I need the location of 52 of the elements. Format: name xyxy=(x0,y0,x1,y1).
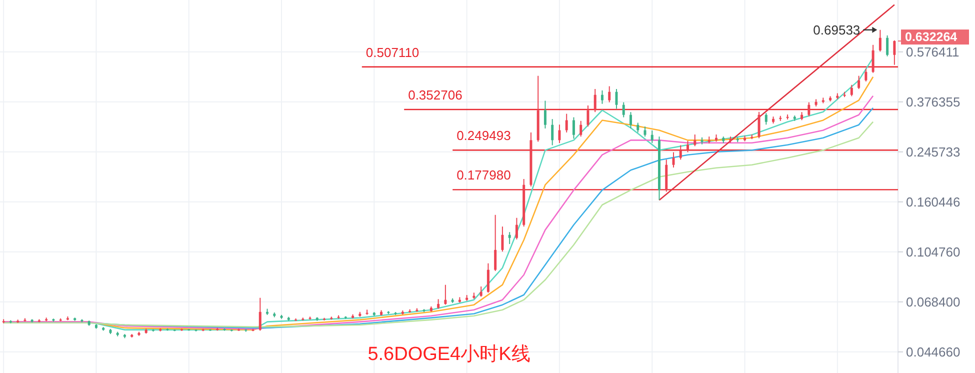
candlestick xyxy=(480,286,482,298)
candlestick xyxy=(636,122,640,133)
candlestick xyxy=(622,102,625,118)
candlestick xyxy=(508,232,511,245)
y-tick-label: 0.245733 xyxy=(906,144,960,160)
candlestick xyxy=(694,134,696,147)
candlestick xyxy=(629,112,632,129)
candlestick xyxy=(486,262,490,294)
candlestick xyxy=(565,113,568,133)
candlestick xyxy=(872,44,874,74)
candlestick xyxy=(893,40,896,66)
candlestick xyxy=(758,111,760,139)
candlestick xyxy=(886,34,889,57)
candlestick xyxy=(444,284,447,306)
candlestick xyxy=(494,214,497,272)
candlestick xyxy=(686,140,689,153)
candlestick xyxy=(580,120,582,138)
y-tick-label: 0.160446 xyxy=(906,194,960,210)
candlestick xyxy=(615,88,618,110)
candlestick xyxy=(437,298,440,310)
annotation: 0.69533 xyxy=(813,22,860,38)
candlestick xyxy=(501,226,504,252)
ref-line-label: 0.177980 xyxy=(456,168,511,183)
candlestick xyxy=(850,84,853,97)
candlestick xyxy=(764,112,768,126)
candlestick xyxy=(608,86,611,103)
ref-line-label: 0.507110 xyxy=(366,44,420,60)
candlestick xyxy=(644,126,646,138)
y-tick-label: 0.044660 xyxy=(906,344,960,360)
y-tick-label: 0.376355 xyxy=(906,94,960,110)
candlestick xyxy=(858,75,860,90)
y-tick-label: 0.068400 xyxy=(906,294,960,310)
candlestick xyxy=(679,144,682,160)
candlestick xyxy=(258,297,262,332)
candlestick xyxy=(808,102,810,117)
candlestick xyxy=(551,118,554,146)
candlestick xyxy=(878,29,882,52)
candlestick xyxy=(594,88,596,113)
y-tick-label: 0.104760 xyxy=(906,244,960,260)
candlestick xyxy=(544,100,546,129)
ref-line-label: 0.249493 xyxy=(456,128,511,144)
candlestick xyxy=(572,116,575,140)
candlestick xyxy=(650,130,654,144)
ref-line-label: 0.352706 xyxy=(408,87,462,102)
candlestick xyxy=(586,104,590,128)
candlestick xyxy=(558,124,561,144)
candlestick xyxy=(864,68,868,82)
y-tick-label: 0.576411 xyxy=(906,44,960,60)
annotation: 5.6DOGE4小时K线 xyxy=(368,344,530,365)
candlestick xyxy=(515,217,518,240)
text: 0.632264 xyxy=(905,30,958,44)
candlestick xyxy=(600,90,604,104)
